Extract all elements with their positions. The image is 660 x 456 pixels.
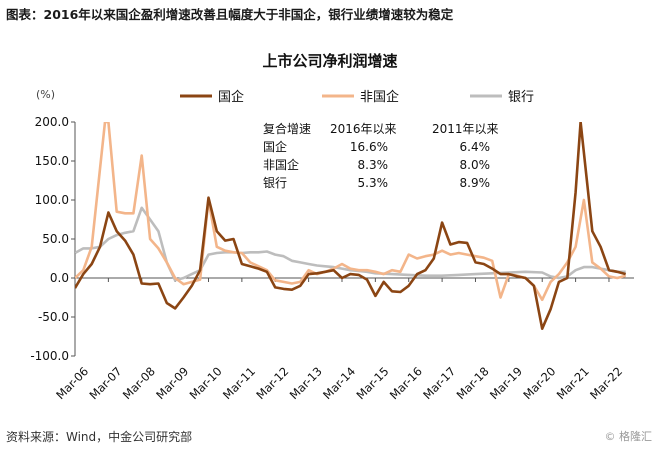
x-tick-label: Mar-17 — [420, 364, 458, 402]
x-tick-label: Mar-18 — [454, 364, 492, 402]
table-cell: 银行 — [263, 176, 287, 190]
legend-label: 银行 — [508, 90, 534, 105]
table-cell: 8.9% — [460, 176, 491, 190]
table-cell: 8.3% — [358, 158, 389, 172]
x-tick-label: Mar-06 — [53, 364, 91, 402]
legend-label: 国企 — [218, 89, 244, 105]
x-tick-label: Mar-20 — [520, 364, 558, 402]
series-line-3 — [75, 206, 626, 282]
table-header: 复合增速 — [263, 121, 311, 136]
x-tick-label: Mar-15 — [354, 364, 392, 402]
table-cell: 5.3% — [358, 176, 389, 190]
y-tick-label: -50.0 — [38, 310, 69, 324]
y-tick-label: 100.0 — [35, 193, 69, 207]
legend-label: 非国企 — [360, 89, 399, 105]
plot-area: 200.0150.0100.050.00.0-50.0-100.0Mar-06M… — [30, 115, 634, 402]
watermark: © 格隆汇 — [604, 430, 653, 443]
y-tick-label: 0.0 — [50, 271, 69, 285]
table-cell: 国企 — [263, 139, 287, 154]
figure-caption: 图表：2016年以来国企盈利增速改善且幅度大于非国企，银行业绩增速较为稳定 — [6, 7, 454, 22]
x-tick-label: Mar-16 — [387, 364, 425, 402]
table-cell: 16.6% — [350, 140, 388, 154]
y-tick-label: 200.0 — [35, 115, 69, 129]
x-tick-label: Mar-09 — [153, 364, 191, 402]
x-tick-label: Mar-08 — [120, 364, 158, 402]
x-tick-label: Mar-21 — [554, 364, 592, 402]
table-cell: 8.0% — [460, 158, 491, 172]
series-layer — [75, 122, 627, 330]
x-tick-label: Mar-10 — [187, 364, 225, 402]
table-cell: 非国企 — [263, 157, 299, 172]
y-axis-unit: (%) — [36, 88, 55, 101]
x-tick-label: Mar-14 — [320, 364, 358, 402]
table-cell: 6.4% — [460, 140, 491, 154]
x-tick-label: Mar-12 — [253, 364, 291, 402]
legend: 国企 非国企 银行 — [180, 89, 534, 105]
table-header: 2011年以来 — [432, 122, 499, 136]
y-tick-label: 50.0 — [42, 232, 69, 246]
y-tick-label: 150.0 — [35, 154, 69, 168]
table-header: 2016年以来 — [330, 122, 397, 136]
x-tick-label: Mar-07 — [87, 364, 125, 402]
x-tick-label: Mar-22 — [587, 364, 625, 402]
y-tick-label: -100.0 — [30, 349, 69, 363]
x-tick-label: Mar-13 — [287, 364, 325, 402]
series-line-1 — [75, 122, 627, 330]
data-source: 资料来源：Wind，中金公司研究部 — [6, 430, 193, 444]
x-tick-label: Mar-11 — [220, 364, 258, 402]
chart-title: 上市公司净利润增速 — [262, 52, 397, 70]
x-tick-label: Mar-19 — [487, 364, 525, 402]
